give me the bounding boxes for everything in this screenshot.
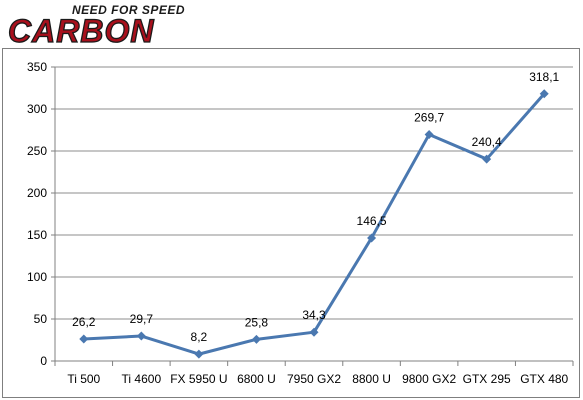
data-series	[79, 89, 549, 359]
x-tick-label: 6800 U	[237, 372, 276, 386]
data-label: 240,4	[472, 135, 502, 149]
data-point-marker	[79, 334, 89, 344]
y-tick-label: 250	[27, 144, 47, 158]
y-tick-label: 100	[27, 270, 47, 284]
data-point-marker	[424, 129, 434, 139]
x-tick-label: GTX 295	[463, 372, 511, 386]
x-tick-label: GTX 480	[520, 372, 568, 386]
data-point-marker	[136, 331, 146, 341]
x-tick-label: 9800 GX2	[402, 372, 456, 386]
data-label: 34,3	[302, 308, 326, 322]
need-for-speed-carbon-logo: NEED FOR SPEED CARBON	[7, 3, 185, 48]
data-label: 269,7	[414, 110, 444, 124]
x-tick-label: FX 5950 U	[170, 372, 227, 386]
x-tick-label: Ti 4600	[122, 372, 162, 386]
data-label: 25,8	[245, 315, 269, 329]
y-tick-label: 350	[27, 60, 47, 74]
data-label: 29,7	[130, 312, 154, 326]
data-label: 318,1	[529, 70, 559, 84]
y-tick-label: 150	[27, 228, 47, 242]
y-tick-label: 200	[27, 186, 47, 200]
chart-frame: 0 50 100 150 200 250 300 350 Ti 500 Ti 4600 FX 595…	[2, 48, 580, 398]
data-point-marker	[309, 327, 319, 337]
axes: 0 50 100 150 200 250 300 350 Ti 500 Ti 4600 FX 595…	[27, 60, 574, 386]
y-tick-label: 300	[27, 102, 47, 116]
gridlines	[55, 66, 573, 320]
data-point-marker	[482, 154, 492, 164]
data-label: 146,5	[357, 214, 387, 228]
data-point-marker	[194, 349, 204, 359]
logo-main-text: CARBON	[8, 13, 154, 48]
y-tick-label: 50	[34, 312, 48, 326]
data-point-marker	[539, 89, 549, 99]
y-tick-label: 0	[40, 354, 47, 368]
x-tick-label: 7950 GX2	[287, 372, 341, 386]
line-chart: 0 50 100 150 200 250 300 350 Ti 500 Ti 4600 FX 595…	[27, 60, 574, 386]
data-label: 26,2	[72, 315, 96, 329]
x-tick-label: Ti 500	[67, 372, 100, 386]
data-point-marker	[251, 334, 261, 344]
data-labels: 26,2 29,7 8,2 25,8 34,3 146,5 269,7 240,4 318,1	[72, 70, 559, 344]
x-tick-label: 8800 U	[352, 372, 391, 386]
data-label: 8,2	[191, 330, 208, 344]
logo-top-text: NEED FOR SPEED	[72, 3, 185, 17]
data-point-marker	[367, 233, 377, 243]
